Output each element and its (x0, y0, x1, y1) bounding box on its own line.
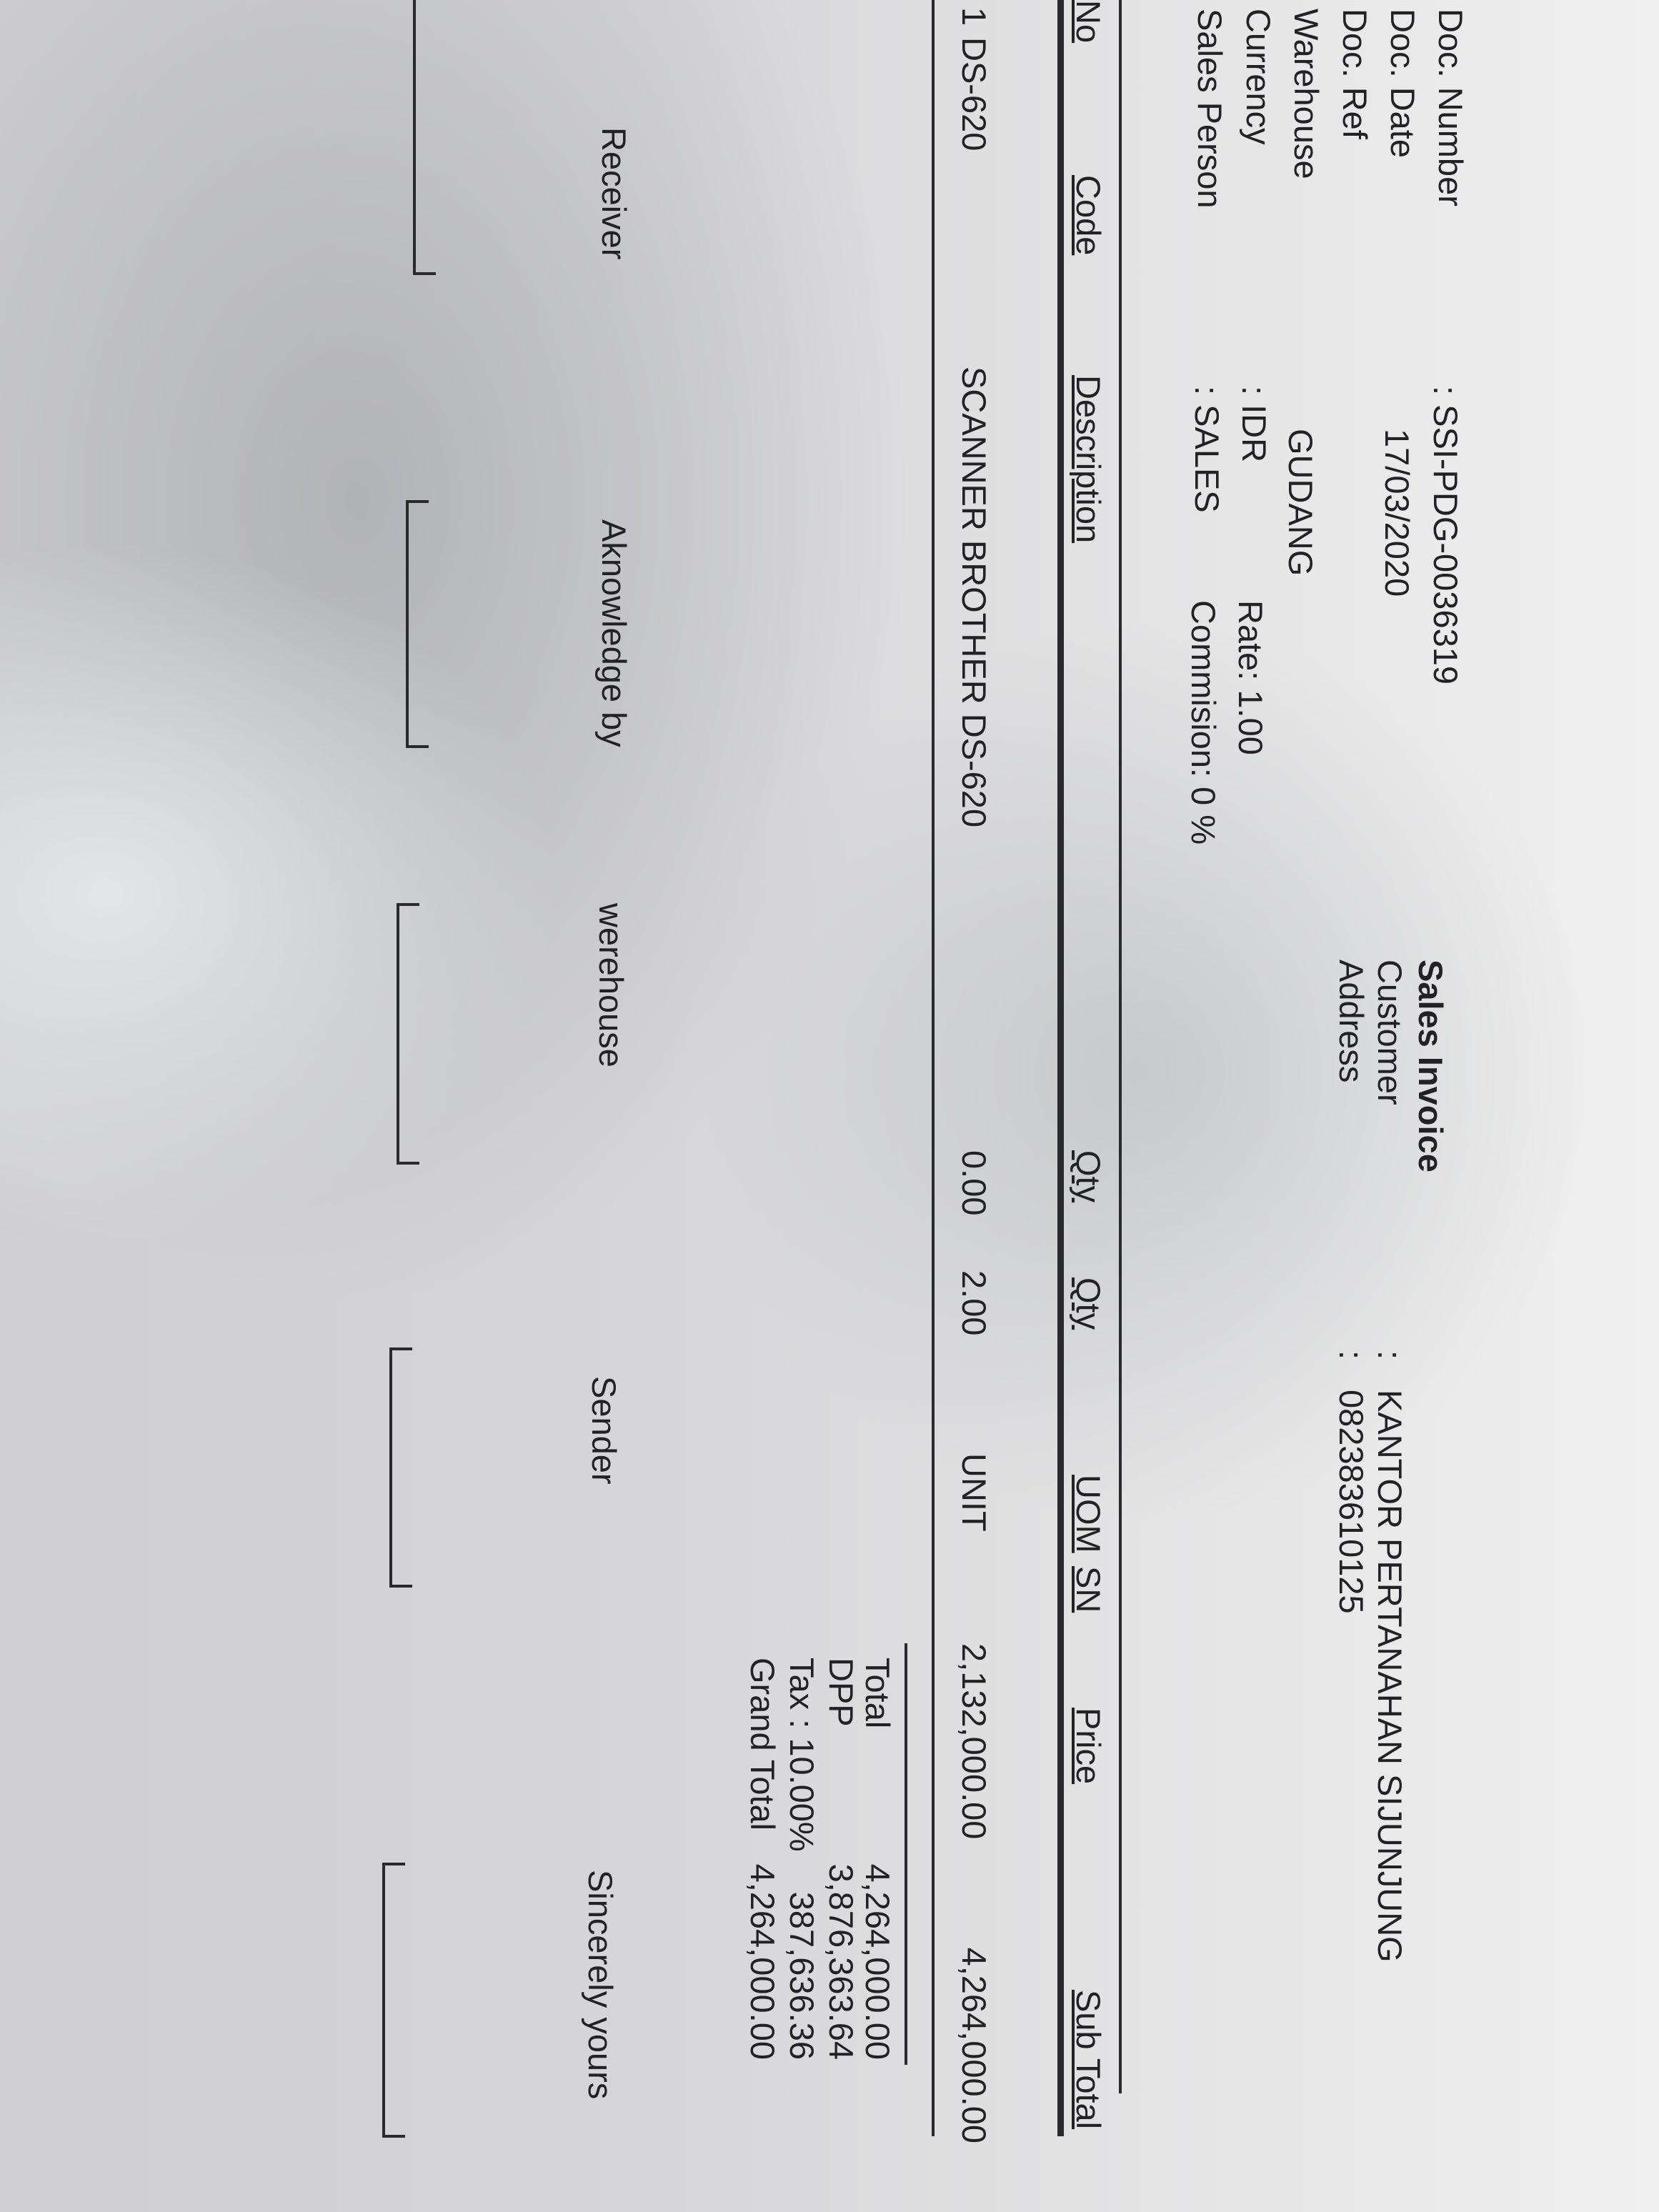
signature-receiver-label: Receiver (595, 127, 633, 260)
warehouse-label: Warehouse (1287, 9, 1325, 179)
total-value: 4,264,000.00 (859, 1863, 897, 2060)
signature-line-acknowledge (406, 500, 429, 748)
row-price: 2,132,000.00 (955, 1643, 993, 1840)
totals-rule (905, 1643, 907, 2065)
doc-number-value: : SSI-PDG-0036319 (1427, 386, 1465, 684)
row-qty-2: 2.00 (955, 1270, 993, 1336)
row-subtotal: 4,264,000.00 (955, 1947, 993, 2143)
currency-value: : IDR (1235, 386, 1273, 463)
signature-line-sincerely (382, 1863, 405, 2138)
column-header-uom: UOM (1070, 1475, 1107, 1553)
sales-person-value: : SALES (1188, 386, 1226, 513)
currency-rate: Rate: 1.00 (1232, 600, 1270, 755)
row-code: DS-620 (955, 37, 993, 151)
commission-value: Commision: 0 % (1185, 600, 1222, 845)
column-header-qty: Qty (1070, 1150, 1107, 1203)
signature-line-receiver (413, 0, 436, 275)
row-description: SCANNER BROTHER DS-620 (955, 367, 993, 828)
address-label: Address (1332, 960, 1370, 1083)
column-header-code: Code (1070, 175, 1107, 256)
document-title: Sales Invoice (1412, 960, 1450, 1172)
row-uom: UNIT (955, 1453, 993, 1532)
table-top-rule (1119, 0, 1122, 2093)
doc-date-value: 17/03/2020 (1378, 429, 1416, 597)
grand-total-value: 4,264,000.00 (744, 1863, 782, 2060)
doc-date-label: Doc. Date (1384, 9, 1422, 158)
dpp-value: 3,876,363.64 (822, 1863, 860, 2060)
column-header-price: Price (1070, 1708, 1107, 1785)
currency-label: Currency (1240, 9, 1277, 145)
dpp-label: DPP (822, 1658, 860, 1727)
signature-line-sender (389, 1347, 412, 1588)
signature-sender-label: Sender (585, 1376, 623, 1485)
doc-ref-label: Doc. Ref (1336, 9, 1374, 139)
column-header-sub-total: Sub Total (1070, 1990, 1107, 2130)
signature-line-warehouse (397, 903, 419, 1165)
column-header-sn: SN (1070, 1566, 1107, 1613)
row-no: 1 (955, 7, 993, 26)
signature-acknowledge-label: Aknowledge by (595, 519, 633, 747)
signature-warehouse-label: werehouse (592, 903, 630, 1067)
sales-person-label: Sales Person (1191, 9, 1229, 209)
customer-label: Customer (1371, 960, 1409, 1105)
row-qty: 0.00 (955, 1150, 993, 1216)
table-header-rule (1057, 0, 1064, 2136)
column-header-qty-2: Qty (1070, 1277, 1107, 1330)
signature-sincerely-label: Sincerely yours (582, 1870, 619, 2100)
address-value: 082383610125 (1332, 1390, 1370, 1614)
customer-colon: : (1371, 1350, 1409, 1360)
doc-number-label: Doc. Number (1432, 9, 1470, 206)
column-header-no: No (1070, 0, 1107, 44)
table-bottom-rule (932, 0, 935, 2136)
address-colon: : (1332, 1350, 1370, 1360)
total-label: Total (859, 1658, 897, 1729)
customer-value: KANTOR PERTANAHAN SIJUNJUNG (1371, 1390, 1409, 1963)
warehouse-value: GUDANG (1282, 429, 1320, 577)
column-header-description: Description (1070, 375, 1107, 544)
tax-value: 387,636.36 (783, 1891, 821, 2060)
